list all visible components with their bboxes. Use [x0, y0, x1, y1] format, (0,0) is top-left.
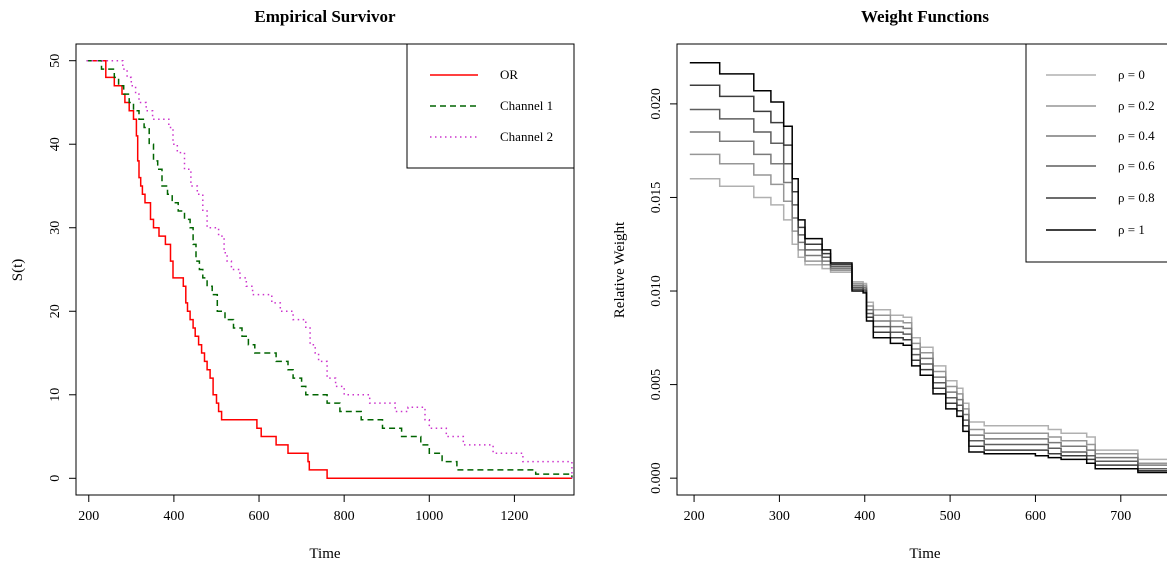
survivor-y-tick-label: 0 [48, 475, 63, 482]
weight-y-label: Relative Weight [612, 221, 628, 318]
weight-y-tick-label: 0.020 [649, 88, 664, 120]
weight-x-tick-label: 300 [769, 509, 790, 524]
survivor-y-tick-label: 40 [48, 137, 63, 151]
weight-x-label: Time [909, 546, 940, 562]
weight-x-tick-label: 600 [1025, 509, 1046, 524]
legend-label-rho-0-2: ρ = 0.2 [1118, 98, 1155, 113]
legend-label-channel-2: Channel 2 [500, 129, 553, 144]
weight-title: Weight Functions [861, 7, 989, 26]
survivor-x-axis: 200 400 600 800 1000 1200 [78, 494, 528, 524]
weight-panel: Weight Functions 200 300 400 500 600 700 0.00… [612, 7, 1167, 562]
survivor-y-label: S(t) [10, 259, 26, 282]
weight-y-axis: 0.000 0.005 0.010 0.015 0.020 [649, 88, 678, 494]
weight-series-line-3 [689, 108, 1167, 470]
weight-y-tick-label: 0.000 [649, 462, 664, 494]
weight-series-line-4 [689, 84, 1167, 472]
legend-label-rho-0: ρ = 0 [1118, 67, 1145, 82]
survivor-x-tick-label: 800 [334, 509, 355, 524]
weight-x-tick-label: 700 [1110, 509, 1131, 524]
survivor-series-line-2 [86, 59, 573, 479]
weight-legend-box [1025, 43, 1167, 263]
weight-series-line-2 [689, 131, 1167, 466]
survivor-y-tick-label: 20 [48, 304, 63, 318]
weight-y-tick-label: 0.005 [649, 369, 664, 401]
legend-label-or: OR [500, 67, 518, 82]
survivor-series-line-1 [86, 59, 573, 479]
survivor-panel: Empirical Survivor 200 400 600 800 1000 1200 … [10, 7, 575, 562]
legend-label-rho-0-6: ρ = 0.6 [1118, 158, 1155, 173]
legend-label-channel-1: Channel 1 [500, 98, 553, 113]
weight-legend: ρ = 0 ρ = 0.2 ρ = 0.4 ρ = 0.6 ρ = 0.8 ρ … [1025, 43, 1167, 263]
weight-x-tick-label: 500 [940, 509, 961, 524]
weight-x-axis: 200 300 400 500 600 700 [684, 494, 1131, 524]
survivor-title: Empirical Survivor [254, 7, 396, 26]
legend-label-rho-0-8: ρ = 0.8 [1118, 190, 1155, 205]
weight-series-line-5 [689, 61, 1167, 474]
survivor-y-tick-label: 50 [48, 54, 63, 68]
survivor-y-axis: 0 10 20 30 40 50 [48, 54, 77, 482]
weight-x-tick-label: 400 [854, 509, 875, 524]
legend-label-rho-0-4: ρ = 0.4 [1118, 128, 1155, 143]
weight-x-tick-label: 200 [684, 509, 705, 524]
weight-series-line-1 [689, 153, 1167, 464]
weight-series-line-0 [689, 177, 1167, 461]
survivor-x-label: Time [309, 546, 340, 562]
survivor-x-tick-label: 600 [249, 509, 270, 524]
survivor-y-tick-label: 30 [48, 221, 63, 235]
survivor-y-tick-label: 10 [48, 388, 63, 402]
survivor-series-group [86, 59, 573, 480]
legend-label-rho-1: ρ = 1 [1118, 222, 1145, 237]
survivor-series-line-0 [86, 59, 572, 480]
weight-series-group [689, 61, 1167, 474]
survivor-x-tick-label: 400 [163, 509, 184, 524]
survivor-x-tick-label: 200 [78, 509, 99, 524]
weight-y-tick-label: 0.015 [649, 182, 664, 214]
survivor-x-tick-label: 1000 [415, 509, 443, 524]
weight-y-tick-label: 0.010 [649, 275, 664, 307]
survivor-legend: OR Channel 1 Channel 2 [406, 43, 575, 169]
survivor-x-tick-label: 1200 [500, 509, 528, 524]
